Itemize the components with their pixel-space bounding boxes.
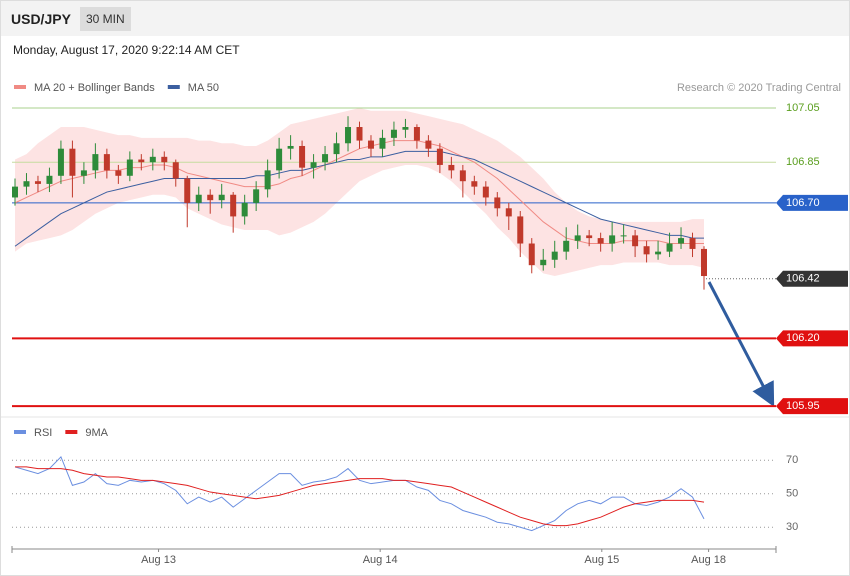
candle-body bbox=[505, 208, 512, 217]
candle-body bbox=[149, 156, 156, 163]
candle-body bbox=[264, 170, 271, 190]
candle-body bbox=[23, 181, 30, 187]
level-tag bbox=[776, 398, 848, 415]
candle-body bbox=[218, 194, 225, 201]
legend-swatch bbox=[65, 430, 78, 434]
candle-body bbox=[230, 194, 237, 217]
candle-body bbox=[287, 145, 294, 149]
timestamp: Monday, August 17, 2020 9:22:14 AM CET bbox=[13, 43, 240, 57]
forecast-arrow bbox=[707, 281, 775, 407]
x-tick-label: Aug 13 bbox=[141, 554, 176, 566]
candle-body bbox=[322, 154, 329, 163]
candle-body bbox=[517, 216, 524, 244]
candle-body bbox=[253, 189, 260, 203]
candle-body bbox=[367, 140, 374, 149]
ma-line bbox=[14, 150, 704, 247]
candle-body bbox=[46, 175, 53, 184]
candle-body bbox=[195, 194, 202, 203]
candle-body bbox=[126, 159, 133, 176]
candle-body bbox=[471, 181, 478, 187]
candle-body bbox=[138, 159, 145, 163]
candle-body bbox=[678, 238, 685, 244]
level-label: 105.95 bbox=[786, 400, 820, 412]
candle-body bbox=[620, 235, 627, 237]
candle-body bbox=[103, 154, 110, 171]
legend-label: MA 50 bbox=[188, 82, 219, 94]
level-tag bbox=[776, 330, 848, 347]
candle-body bbox=[482, 186, 489, 198]
candle-body bbox=[655, 251, 662, 255]
level-label: 107.05 bbox=[786, 102, 820, 114]
candle-body bbox=[276, 148, 283, 171]
candle-body bbox=[345, 127, 352, 144]
candle-body bbox=[172, 162, 179, 179]
candle-body bbox=[379, 137, 386, 149]
symbol: USD/JPY bbox=[11, 11, 71, 27]
candle-body bbox=[390, 129, 397, 138]
legend-swatch bbox=[14, 85, 26, 89]
candle-body bbox=[69, 148, 76, 176]
level-tag bbox=[776, 194, 848, 211]
candle-body bbox=[574, 235, 581, 241]
candle-body bbox=[459, 170, 466, 182]
x-tick-label: Aug 18 bbox=[691, 554, 726, 566]
legend-label: 9MA bbox=[85, 427, 108, 439]
candle-body bbox=[609, 235, 616, 244]
candle-body bbox=[528, 243, 535, 266]
candle-body bbox=[92, 154, 99, 171]
level-label: 106.20 bbox=[786, 332, 820, 344]
candle-body bbox=[436, 148, 443, 165]
candle-body bbox=[563, 240, 570, 252]
y-tick-label: 50 bbox=[786, 488, 798, 500]
candle-body bbox=[184, 178, 191, 203]
legend-label: RSI bbox=[34, 427, 52, 439]
candle-body bbox=[632, 235, 639, 247]
candle-body bbox=[425, 140, 432, 149]
x-tick-label: Aug 14 bbox=[363, 554, 398, 566]
legend-swatch bbox=[14, 430, 26, 434]
candle-body bbox=[666, 243, 673, 252]
candle-body bbox=[402, 127, 409, 130]
candle-body bbox=[333, 143, 340, 155]
y-tick-label: 70 bbox=[786, 454, 798, 466]
candle-body bbox=[643, 246, 650, 255]
candle-body bbox=[413, 127, 420, 141]
candle-body bbox=[12, 186, 18, 198]
candle-body bbox=[80, 170, 87, 176]
candle-body bbox=[310, 162, 317, 168]
bollinger-band bbox=[15, 108, 704, 277]
level-label: 106.85 bbox=[786, 156, 820, 168]
candle-body bbox=[586, 235, 593, 239]
legend-swatch bbox=[167, 85, 180, 89]
candle-body bbox=[34, 181, 41, 184]
candle-body bbox=[356, 127, 363, 141]
candle-body bbox=[207, 194, 214, 201]
candle-body bbox=[689, 238, 696, 249]
candle-body bbox=[540, 259, 547, 266]
level-label: 106.70 bbox=[786, 197, 820, 209]
y-tick-label: 30 bbox=[786, 521, 798, 533]
level-tag bbox=[776, 270, 848, 287]
legend-label: MA 20 + Bollinger Bands bbox=[34, 82, 155, 94]
candle-body bbox=[448, 164, 455, 171]
rsi-line bbox=[15, 466, 705, 527]
candle-body bbox=[551, 251, 558, 260]
header-bar: USD/JPY 30 MIN bbox=[1, 1, 849, 36]
candle-body bbox=[299, 145, 306, 168]
candle-body bbox=[241, 202, 248, 217]
candle-body bbox=[597, 238, 604, 244]
timeframe-button[interactable]: 30 MIN bbox=[80, 7, 131, 31]
x-tick-label: Aug 15 bbox=[584, 554, 619, 566]
candle-body bbox=[161, 156, 168, 163]
candle-body bbox=[701, 248, 707, 277]
source: Research © 2020 Trading Central bbox=[677, 82, 841, 94]
candle-body bbox=[57, 148, 64, 176]
candle-body bbox=[115, 170, 122, 176]
rsi-line bbox=[14, 455, 705, 532]
level-label: 106.42 bbox=[786, 273, 820, 285]
candle-body bbox=[494, 197, 501, 209]
